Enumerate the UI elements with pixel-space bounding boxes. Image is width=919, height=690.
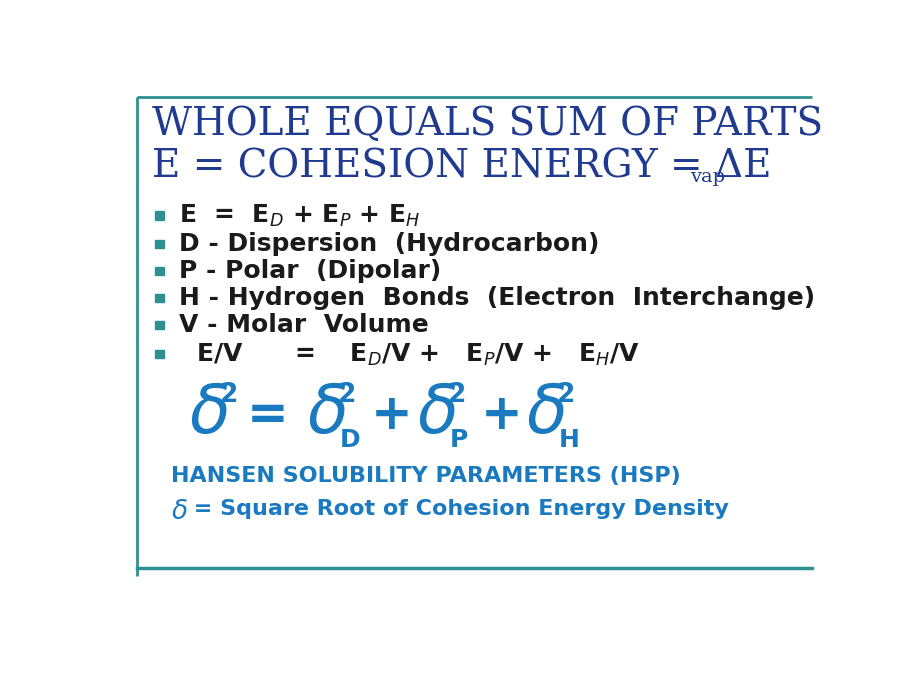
Text: D: D	[339, 428, 360, 452]
Text: 2: 2	[338, 382, 357, 408]
Text: $\delta$: $\delta$	[307, 382, 346, 447]
Text: WHOLE EQUALS SUM OF PARTS: WHOLE EQUALS SUM OF PARTS	[152, 106, 823, 143]
Text: =: =	[246, 391, 289, 440]
Bar	[155, 294, 164, 302]
Text: 2: 2	[220, 382, 238, 408]
Bar	[155, 211, 164, 220]
Text: H: H	[558, 428, 579, 452]
Text: = Square Root of Cohesion Energy Density: = Square Root of Cohesion Energy Density	[186, 499, 729, 519]
Text: E  =  E$_D$ + E$_P$ + E$_H$: E = E$_D$ + E$_P$ + E$_H$	[178, 203, 420, 229]
Text: P: P	[449, 428, 468, 452]
Text: E = COHESION ENERGY = ΔE: E = COHESION ENERGY = ΔE	[152, 148, 771, 185]
Text: $\delta$: $\delta$	[525, 382, 565, 447]
Text: $\delta$: $\delta$	[171, 499, 187, 524]
Text: $\delta$: $\delta$	[188, 382, 228, 447]
Text: +: +	[481, 391, 522, 440]
Text: $\delta$: $\delta$	[417, 382, 457, 447]
Bar	[155, 240, 164, 248]
Text: E/V      =    E$_D$/V +   E$_P$/V +   E$_H$/V: E/V = E$_D$/V + E$_P$/V + E$_H$/V	[178, 342, 639, 368]
Text: 2: 2	[448, 382, 466, 408]
Text: P - Polar  (Dipolar): P - Polar (Dipolar)	[178, 259, 440, 284]
Text: 2: 2	[556, 382, 574, 408]
Text: +: +	[370, 391, 412, 440]
Text: V - Molar  Volume: V - Molar Volume	[178, 313, 428, 337]
Text: D - Dispersion  (Hydrocarbon): D - Dispersion (Hydrocarbon)	[178, 233, 598, 257]
Bar	[155, 350, 164, 359]
Bar	[155, 267, 164, 275]
Text: H - Hydrogen  Bonds  (Electron  Interchange): H - Hydrogen Bonds (Electron Interchange…	[178, 286, 814, 310]
Bar	[155, 321, 164, 329]
Text: HANSEN SOLUBILITY PARAMETERS (HSP): HANSEN SOLUBILITY PARAMETERS (HSP)	[171, 466, 680, 486]
Text: vap: vap	[689, 168, 724, 186]
